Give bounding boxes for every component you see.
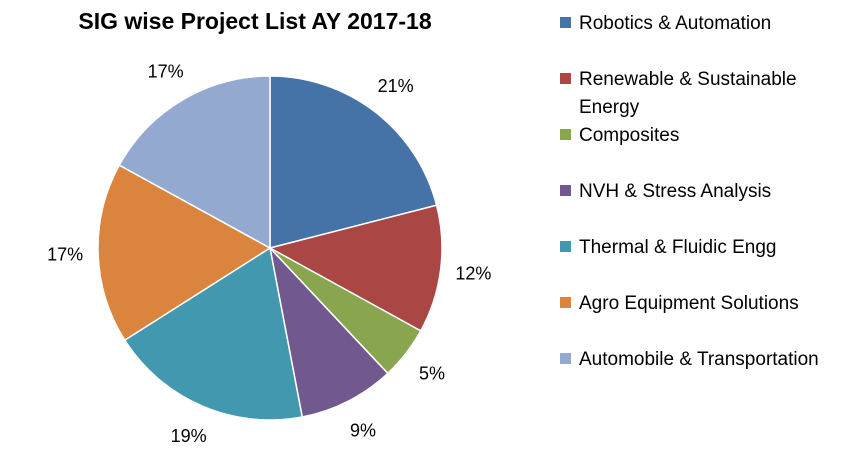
legend-swatch	[560, 73, 571, 84]
legend-label: Robotics & Automation	[579, 13, 772, 34]
legend-label: Agro Equipment Solutions	[579, 293, 799, 314]
data-label-agro-equipment-solutions: 17%	[47, 244, 83, 264]
chart-title: SIG wise Project List AY 2017-18	[78, 8, 432, 34]
data-label-robotics-automation: 21%	[378, 76, 414, 96]
data-label-automobile-transportation: 17%	[148, 62, 184, 82]
data-label-thermal-fluidic-engg: 19%	[171, 426, 207, 446]
pie-slice-thermal-fluidic-engg	[123, 246, 304, 421]
legend-swatch	[560, 129, 571, 140]
data-label-composites: 5%	[419, 364, 445, 384]
legend-label: Automobile & Transportation	[579, 349, 819, 370]
legend-swatch	[560, 353, 571, 364]
legend-label: Composites	[579, 125, 680, 146]
pie-chart: 21% 12% 5% 9% 19% 17% 17%	[47, 62, 491, 447]
legend-label: Renewable & Sustainable Energy	[579, 69, 797, 118]
data-label-renewable-sustainable-energy: 12%	[455, 264, 491, 284]
pie-slice-robotics-automation	[269, 75, 438, 249]
pie-slice-agro-equipment-solutions	[97, 164, 272, 342]
legend-swatch	[560, 297, 571, 308]
legend-swatch	[560, 17, 571, 28]
data-label-nvh-stress-analysis: 9%	[350, 421, 376, 441]
pie-slice-nvh-stress-analysis	[268, 245, 389, 418]
legend-swatch	[560, 241, 571, 252]
legend-label: Thermal & Fluidic Engg	[579, 237, 777, 258]
legend-swatch	[560, 185, 571, 196]
pie-slice-renewable-sustainable-energy	[267, 204, 443, 332]
legend-label: NVH & Stress Analysis	[579, 181, 772, 202]
pie-slice-automobile-transportation	[118, 75, 271, 250]
